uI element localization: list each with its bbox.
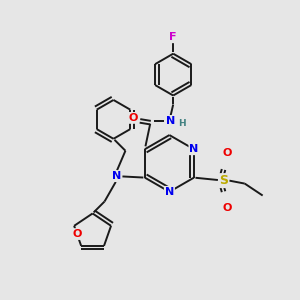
Text: O: O [128, 113, 138, 123]
Text: S: S [219, 174, 228, 187]
Text: N: N [112, 171, 121, 181]
Text: O: O [73, 229, 82, 239]
Text: O: O [222, 148, 232, 158]
Text: N: N [189, 144, 199, 154]
Text: O: O [222, 203, 232, 213]
Text: H: H [178, 119, 186, 128]
Text: N: N [165, 187, 174, 197]
Text: N: N [166, 116, 175, 126]
Text: F: F [169, 32, 177, 42]
